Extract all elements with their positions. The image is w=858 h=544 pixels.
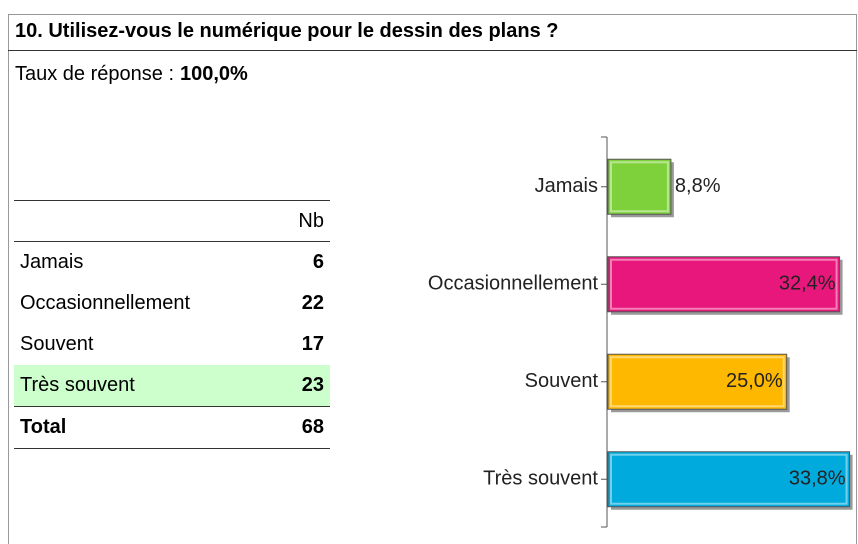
rate-label: Taux de réponse : [15, 63, 174, 85]
row-label: Très souvent [14, 365, 276, 407]
category-label: Jamais [535, 175, 598, 197]
bar-bevel [610, 258, 838, 310]
row-label: Souvent [20, 333, 94, 355]
total-row: Total 68 [14, 406, 330, 449]
bar-bevel [610, 453, 848, 505]
bar [607, 353, 788, 410]
rate-value: 100,0% [180, 63, 248, 85]
response-rate: Taux de réponse : 100,0% [15, 63, 248, 86]
row-count: 17 [301, 333, 324, 355]
row-label: Jamais [20, 251, 84, 273]
column-header: Nb [275, 200, 330, 242]
row-count: 23 [275, 365, 330, 407]
table-row: Souvent 17 [14, 324, 330, 365]
table-row: Occasionnellement 22 [14, 283, 330, 324]
row-count: 6 [312, 251, 324, 273]
value-label: 33,8% [789, 468, 846, 490]
row-count: 22 [301, 292, 324, 314]
category-label: Occasionnellement [428, 273, 599, 295]
category-label: Très souvent [483, 468, 598, 490]
bar [607, 158, 672, 215]
table-row: Très souvent 23 [14, 365, 330, 407]
bar [607, 451, 851, 508]
table-header: Nb [14, 200, 330, 242]
value-label: 32,4% [779, 273, 836, 295]
bar-bevel [610, 161, 669, 213]
frame [8, 14, 857, 544]
total-label: Total [14, 406, 276, 449]
bar-bevel [610, 356, 785, 408]
title-rule [8, 50, 857, 51]
value-label: 8,8% [675, 175, 721, 197]
total-count: 68 [275, 406, 330, 449]
value-label: 25,0% [726, 370, 783, 392]
count-table: Nb Jamais 6 Occasionnellement 22 Souvent 17… [14, 200, 330, 449]
row-label: Occasionnellement [20, 292, 191, 314]
bar [607, 256, 841, 313]
question-title: 10. Utilisez-vous le numérique pour le d… [15, 20, 559, 42]
category-label: Souvent [525, 370, 599, 392]
table-row: Jamais 6 [14, 242, 330, 284]
